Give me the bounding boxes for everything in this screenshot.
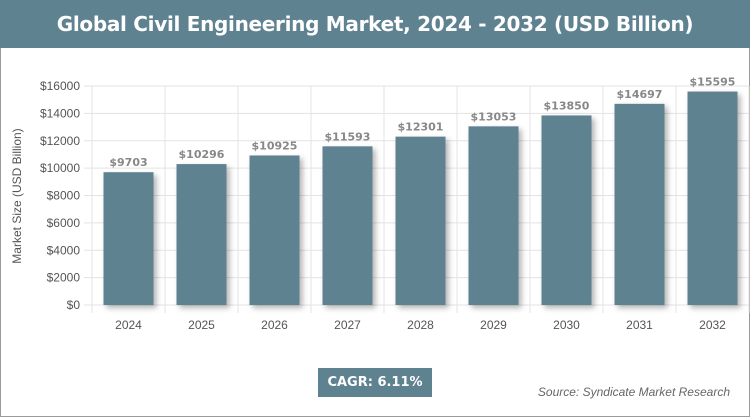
cagr-badge: CAGR: 6.11% [318,368,432,397]
y-tick-label: $12000 [40,134,80,148]
y-tick-label: $6000 [47,216,81,230]
bar [687,91,738,306]
x-tick-label: 2031 [626,318,653,332]
y-tick-label: $8000 [47,189,81,203]
data-label: $10925 [252,139,298,152]
x-tick-label: 2030 [553,318,580,332]
y-tick-label: $2000 [47,271,81,285]
bar [176,164,227,305]
bar [541,115,592,305]
chart-title: Global Civil Engineering Market, 2024 - … [0,0,750,48]
x-tick-label: 2029 [480,318,507,332]
data-label: $10296 [179,148,225,161]
data-label: $9703 [109,156,147,169]
y-tick-label: $14000 [40,106,80,120]
bar [103,172,154,305]
bar [249,155,300,305]
x-tick-label: 2024 [115,318,142,332]
data-label: $12301 [398,121,444,134]
bar [395,136,446,305]
source-note: Source: Syndicate Market Research [537,385,730,399]
data-label: $15595 [690,76,736,89]
bar [468,126,519,305]
x-tick-label: 2028 [407,318,434,332]
y-tick-label: $16000 [40,79,80,93]
data-label: $13053 [471,110,517,123]
bar [322,146,373,305]
x-tick-label: 2026 [261,318,288,332]
y-tick-label: $10000 [40,161,80,175]
y-tick-label: $4000 [47,243,81,257]
data-label: $14697 [617,88,663,101]
bar [614,103,665,306]
y-axis-label: Market Size (USD Billion) [10,128,24,263]
x-tick-label: 2032 [699,318,726,332]
x-tick-label: 2027 [334,318,361,332]
data-label: $13850 [544,99,590,112]
y-tick-label: $0 [67,298,81,312]
x-tick-label: 2025 [188,318,215,332]
data-label: $11593 [325,130,371,143]
